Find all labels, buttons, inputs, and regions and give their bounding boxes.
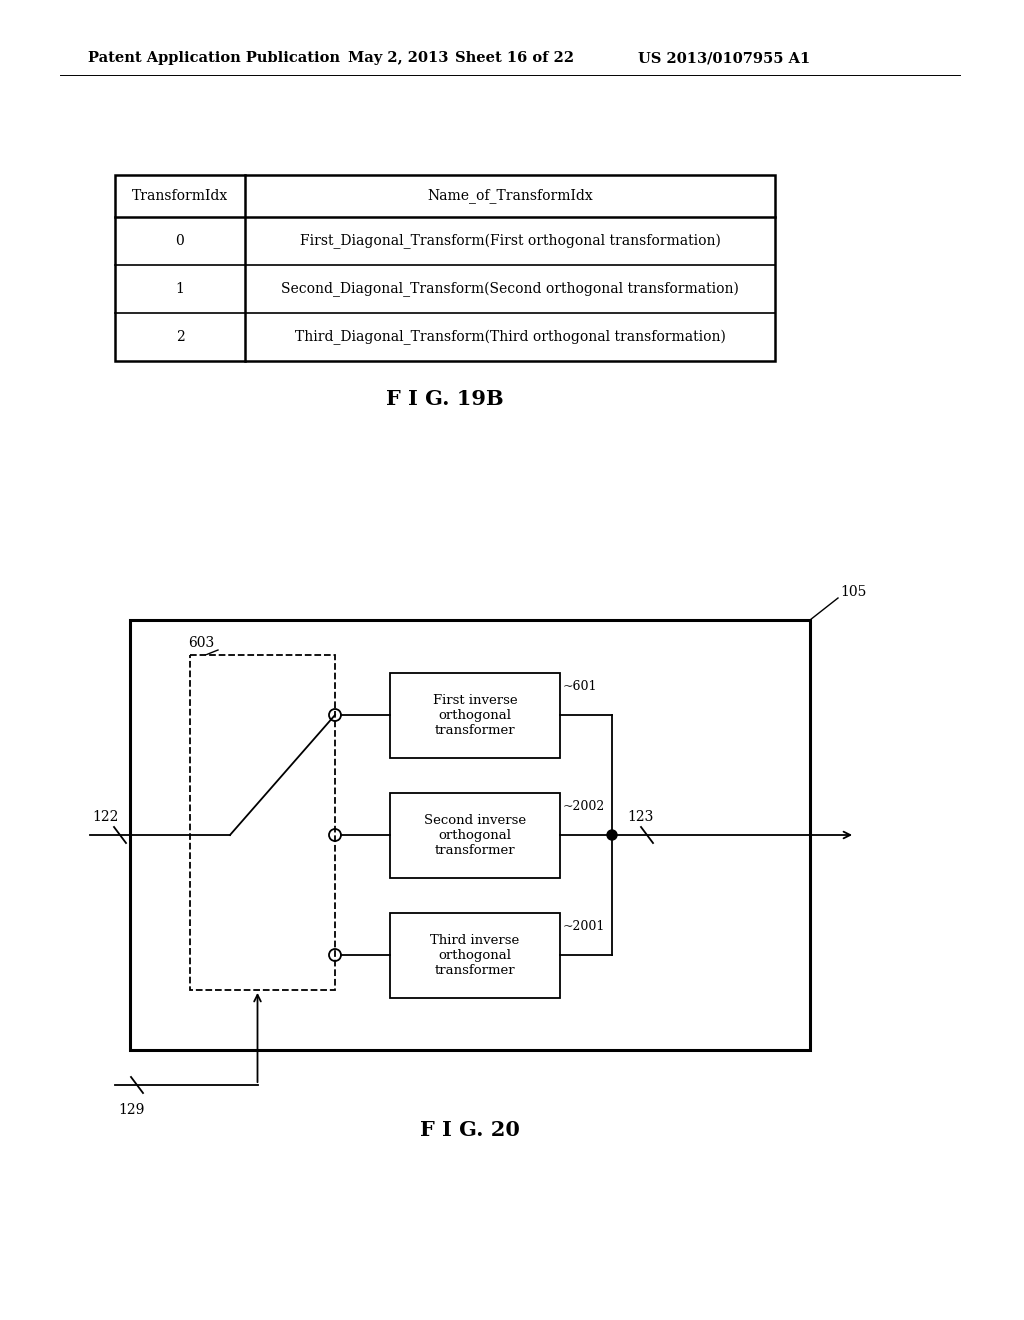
- Text: ~601: ~601: [563, 681, 597, 693]
- Text: 2: 2: [176, 330, 184, 345]
- Text: Third_Diagonal_Transform(Third orthogonal transformation): Third_Diagonal_Transform(Third orthogona…: [295, 330, 725, 345]
- Text: Third inverse
orthogonal
transformer: Third inverse orthogonal transformer: [430, 933, 519, 977]
- Text: F I G. 20: F I G. 20: [420, 1119, 520, 1140]
- Text: Name_of_TransformIdx: Name_of_TransformIdx: [427, 189, 593, 203]
- Bar: [190, 655, 335, 990]
- Text: First inverse
orthogonal
transformer: First inverse orthogonal transformer: [433, 693, 517, 737]
- Bar: [390, 912, 560, 998]
- Text: Second inverse
orthogonal
transformer: Second inverse orthogonal transformer: [424, 813, 526, 857]
- Text: ~2002: ~2002: [563, 800, 605, 813]
- Bar: [390, 672, 560, 758]
- Text: Second_Diagonal_Transform(Second orthogonal transformation): Second_Diagonal_Transform(Second orthogo…: [281, 281, 739, 297]
- Text: May 2, 2013: May 2, 2013: [348, 51, 449, 65]
- Text: 0: 0: [176, 234, 184, 248]
- Text: TransformIdx: TransformIdx: [132, 189, 228, 203]
- Text: 105: 105: [840, 585, 866, 599]
- Text: 122: 122: [92, 810, 119, 824]
- Bar: [390, 792, 560, 878]
- Text: Sheet 16 of 22: Sheet 16 of 22: [455, 51, 574, 65]
- Bar: [130, 620, 810, 1049]
- Text: 603: 603: [188, 636, 214, 649]
- Text: 129: 129: [118, 1104, 144, 1117]
- Text: ~2001: ~2001: [563, 920, 605, 933]
- Text: F I G. 19B: F I G. 19B: [386, 389, 504, 409]
- Text: First_Diagonal_Transform(First orthogonal transformation): First_Diagonal_Transform(First orthogona…: [300, 234, 721, 248]
- Circle shape: [607, 830, 617, 840]
- Text: US 2013/0107955 A1: US 2013/0107955 A1: [638, 51, 810, 65]
- Text: 1: 1: [175, 282, 184, 296]
- Text: Patent Application Publication: Patent Application Publication: [88, 51, 340, 65]
- Bar: [115, 176, 775, 360]
- Text: 123: 123: [627, 810, 653, 824]
